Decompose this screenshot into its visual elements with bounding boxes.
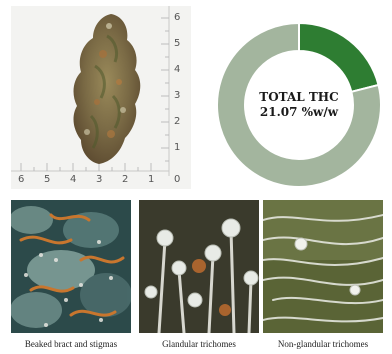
ruler-label-h2: 2 xyxy=(122,174,129,185)
specimen-photo: 6 5 4 3 2 1 6 5 4 3 2 1 0 xyxy=(11,6,191,189)
ruler-label-v2: 2 xyxy=(174,116,181,127)
specimen-ruler-graphic xyxy=(11,6,170,176)
donut-svg xyxy=(216,21,382,188)
ruler-label-h1: 1 xyxy=(148,174,155,185)
non-glandular-trichomes-image xyxy=(263,200,383,333)
image-non-glandular-trichomes xyxy=(263,200,383,333)
caption-beaked-bract: Beaked bract and stigmas xyxy=(24,339,118,349)
ruler-label-v1: 1 xyxy=(174,142,181,153)
ruler-label-v6: 6 xyxy=(174,12,181,23)
cannabis-bud-image xyxy=(73,14,141,164)
ruler-label-v5: 5 xyxy=(174,38,181,49)
beaked-bract-image xyxy=(11,200,131,333)
ruler-label-v4: 4 xyxy=(174,64,181,75)
caption-glandular-trichomes: Glandular trichomes xyxy=(162,339,236,349)
ruler-label-h3: 3 xyxy=(96,174,103,185)
thc-donut-chart: TOTAL THC 21.07 %w/w xyxy=(214,20,384,190)
image-glandular-trichomes xyxy=(139,200,259,333)
ruler-label-h6: 6 xyxy=(18,174,25,185)
ruler-label-v3: 3 xyxy=(174,90,181,101)
chart-title: TOTAL THC xyxy=(259,90,339,104)
ruler-label-h0: 0 xyxy=(174,174,181,185)
chart-value-label: 21.07 %w/w xyxy=(259,105,339,119)
ruler-label-h5: 5 xyxy=(44,174,51,185)
image-beaked-bract xyxy=(11,200,131,333)
donut-slice-remainder xyxy=(216,21,382,188)
glandular-trichomes-image xyxy=(139,200,259,333)
ruler-label-h4: 4 xyxy=(70,174,77,185)
caption-non-glandular-trichomes: Non-glandular trichomes xyxy=(277,339,369,349)
